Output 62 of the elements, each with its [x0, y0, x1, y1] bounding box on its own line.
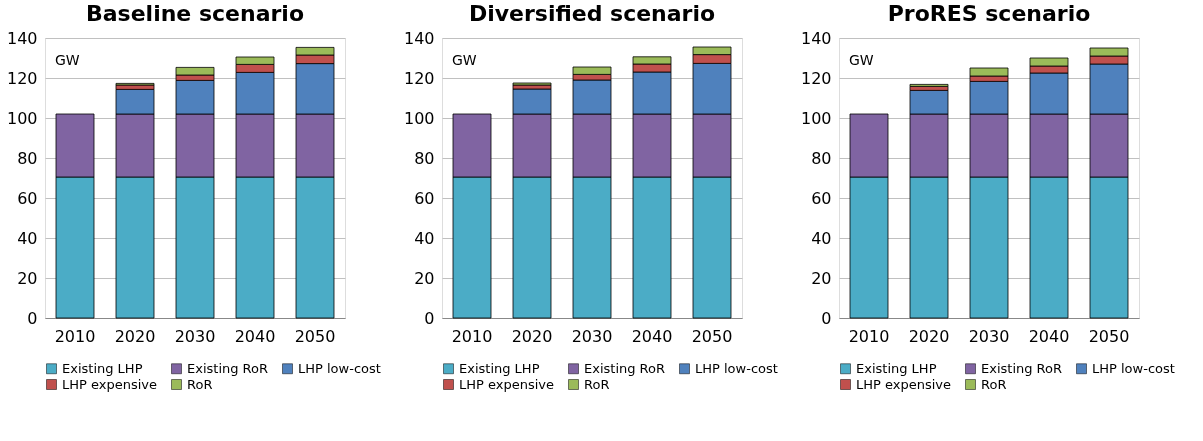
y-tick-label: 140 — [800, 28, 832, 48]
x-tick-label: 2040 — [1028, 326, 1070, 346]
x-tick-label: 2020 — [908, 326, 950, 346]
x-tick-label: 2030 — [174, 326, 216, 346]
legend-label: Existing LHP — [62, 360, 143, 376]
x-tick-label: 2050 — [691, 326, 733, 346]
chart-title: ProRES scenario — [887, 1, 1091, 26]
legend-label: LHP low-cost — [695, 360, 778, 376]
y-tick-label: 100 — [403, 108, 435, 128]
y-tick-label: 0 — [821, 308, 832, 328]
legend-label: Existing RoR — [187, 360, 269, 376]
legend-label: LHP expensive — [856, 376, 952, 392]
x-tick-label: 2040 — [234, 326, 276, 346]
x-tick-label: 2040 — [631, 326, 673, 346]
y-tick-label: 100 — [6, 108, 38, 128]
x-tick-label: 2010 — [848, 326, 890, 346]
legend-label: Existing LHP — [459, 360, 540, 376]
x-tick-label: 2010 — [54, 326, 96, 346]
chart-title: Baseline scenario — [85, 1, 305, 26]
legend-label: LHP expensive — [62, 376, 158, 392]
annotation: GW — [55, 52, 80, 68]
annotation: GW — [849, 52, 874, 68]
y-tick-label: 0 — [27, 308, 38, 328]
x-tick-label: 2030 — [571, 326, 613, 346]
bar — [512, 82, 552, 86]
legend-label: LHP expensive — [459, 376, 555, 392]
y-tick-label: 80 — [811, 148, 832, 168]
y-tick-label: 140 — [403, 28, 435, 48]
y-tick-label: 120 — [800, 68, 832, 88]
y-tick-label: 20 — [811, 268, 832, 288]
legend-label: Existing LHP — [856, 360, 937, 376]
legend-label: Existing RoR — [981, 360, 1063, 376]
y-tick-label: 60 — [414, 188, 435, 208]
y-tick-label: 100 — [800, 108, 832, 128]
legend-label: RoR — [187, 376, 213, 392]
x-tick-label: 2020 — [511, 326, 553, 346]
y-tick-label: 40 — [414, 228, 435, 248]
legend-label: RoR — [584, 376, 610, 392]
y-tick-label: 20 — [414, 268, 435, 288]
x-tick-label: 2020 — [114, 326, 156, 346]
y-tick-label: 60 — [811, 188, 832, 208]
y-tick-label: 40 — [17, 228, 38, 248]
x-tick-label: 2030 — [968, 326, 1010, 346]
y-tick-label: 80 — [414, 148, 435, 168]
y-tick-label: 140 — [6, 28, 38, 48]
y-tick-label: 0 — [424, 308, 435, 328]
annotation: GW — [452, 52, 477, 68]
y-tick-label: 20 — [17, 268, 38, 288]
legend-label: RoR — [981, 376, 1007, 392]
x-tick-label: 2050 — [1088, 326, 1130, 346]
y-tick-label: 40 — [811, 228, 832, 248]
y-tick-label: 80 — [17, 148, 38, 168]
legend-label: LHP low-cost — [1092, 360, 1175, 376]
chart-title: Diversified scenario — [468, 1, 716, 26]
legend-label: LHP low-cost — [298, 360, 381, 376]
y-tick-label: 120 — [6, 68, 38, 88]
legend-label: Existing RoR — [584, 360, 666, 376]
y-tick-label: 60 — [17, 188, 38, 208]
x-tick-label: 2050 — [294, 326, 336, 346]
x-tick-label: 2010 — [451, 326, 493, 346]
y-tick-label: 120 — [403, 68, 435, 88]
bar — [909, 84, 949, 87]
